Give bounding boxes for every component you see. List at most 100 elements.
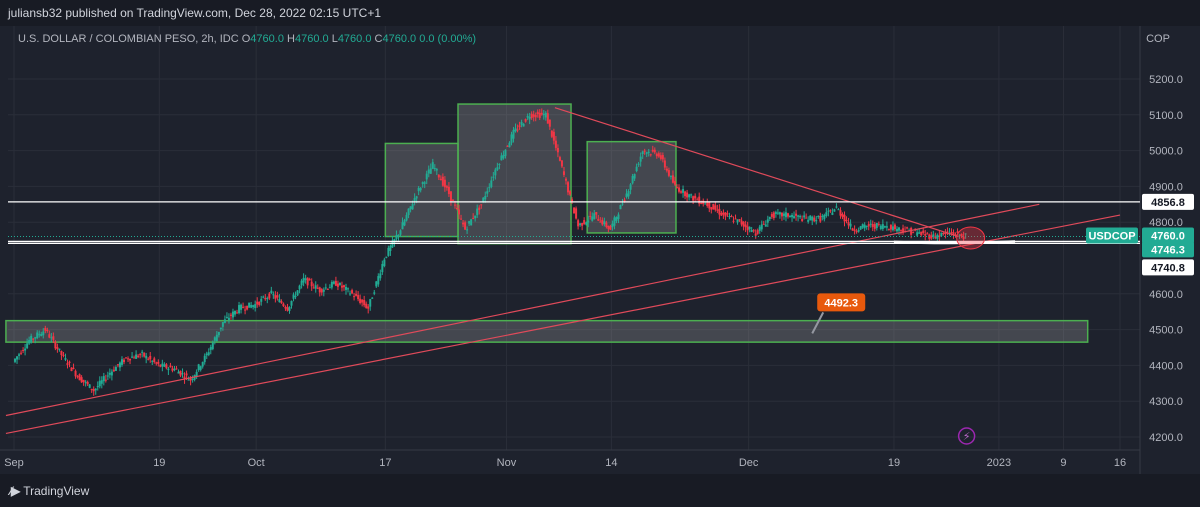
candle-body (415, 196, 418, 199)
candle-body (686, 192, 689, 198)
candle-body (98, 380, 101, 387)
candle-body (780, 212, 783, 217)
candle-body (318, 287, 321, 293)
high-label: H (287, 33, 295, 45)
candle-body (593, 213, 596, 220)
candle-body (659, 155, 662, 159)
low-label: L (331, 33, 338, 45)
candle-body (314, 285, 317, 289)
candle-body (611, 223, 614, 228)
candle-body (748, 227, 751, 230)
candle-body (526, 115, 529, 118)
bottom-bar (0, 474, 1200, 507)
candle-body (56, 347, 59, 350)
candle-body (778, 212, 781, 215)
candle-body (597, 218, 600, 221)
candle-body (266, 298, 269, 300)
candle-body (803, 215, 806, 218)
candle-body (825, 212, 828, 216)
candle-body (24, 348, 27, 351)
candle-body (833, 209, 836, 212)
candle-body (191, 378, 194, 380)
y-tick-label: 5000.0 (1149, 146, 1183, 158)
candle-body (78, 374, 81, 381)
candle-body (435, 169, 438, 171)
candle-body (453, 204, 456, 206)
candle-body (80, 377, 83, 383)
candle-body (86, 381, 89, 385)
candle-body (587, 220, 590, 223)
candle-body (340, 285, 343, 288)
candle-body (891, 226, 894, 231)
candle-body (238, 305, 241, 314)
candle-body (209, 347, 212, 350)
candle-body (236, 312, 239, 314)
trendline-2 (5, 203, 1040, 417)
candle-body (439, 178, 442, 181)
candle-body (328, 287, 331, 289)
level-tag-4856-bg (1142, 193, 1194, 210)
candle-body (613, 217, 616, 226)
candle-body (550, 130, 553, 137)
candle-body (278, 299, 281, 303)
candle-body (197, 364, 200, 371)
candle-body (413, 198, 416, 201)
candle-body (637, 163, 640, 165)
candle-body (776, 212, 779, 214)
candle-body (310, 281, 313, 287)
candle-body (276, 295, 279, 298)
candle-body (145, 355, 148, 359)
candle-body (460, 218, 463, 220)
lightning-icon (957, 427, 976, 445)
candle-body (504, 149, 507, 156)
candle-body (500, 155, 503, 161)
candle-body (94, 388, 97, 391)
candle-body (462, 222, 465, 225)
candle-body (383, 259, 386, 266)
candle-body (330, 281, 333, 288)
candle-body (373, 292, 376, 294)
candle-body (76, 376, 79, 378)
candle-body (417, 187, 420, 192)
candle-body (647, 151, 650, 153)
candle-body (409, 206, 412, 210)
candle-body (401, 222, 404, 230)
candle-body (696, 199, 699, 201)
candle-body (835, 206, 838, 208)
candle-body (678, 187, 681, 192)
candle-body (470, 219, 473, 226)
candle-body (532, 114, 535, 117)
candle-body (944, 232, 947, 234)
candle-body (819, 215, 822, 222)
candle-body (653, 149, 656, 153)
price-chart[interactable]: 4492.3 ⚡ COP 5200.0 5100.0 5000.0 4900.0 4800.0… (0, 26, 1200, 474)
candle-body (772, 212, 775, 219)
candle-body (746, 226, 749, 231)
candle-body (615, 216, 618, 221)
candle-body (304, 278, 307, 281)
candle-body (185, 373, 188, 376)
tradingview-brand[interactable]: ⁄▶ TradingView (10, 484, 89, 498)
candle-body (869, 223, 872, 225)
candle-body (558, 157, 561, 161)
candle-body (195, 371, 198, 377)
candle-body (393, 238, 396, 243)
candle-body (347, 288, 350, 290)
candle-body (898, 227, 901, 231)
candle-body (865, 225, 868, 227)
candle-body (950, 232, 953, 234)
x-tick-label: 17 (379, 457, 391, 469)
candle-body (159, 364, 162, 367)
candle-body (324, 287, 327, 289)
candle-body (371, 297, 374, 299)
candle-body (286, 307, 289, 311)
candle-body (815, 219, 818, 222)
candle-body (129, 358, 132, 361)
candle-body (875, 223, 878, 229)
candle-body (867, 224, 870, 227)
candle-body (312, 287, 315, 289)
candle-body (445, 186, 448, 188)
candle-body (827, 210, 830, 212)
candle-body (762, 223, 765, 225)
candle-body (809, 215, 812, 221)
